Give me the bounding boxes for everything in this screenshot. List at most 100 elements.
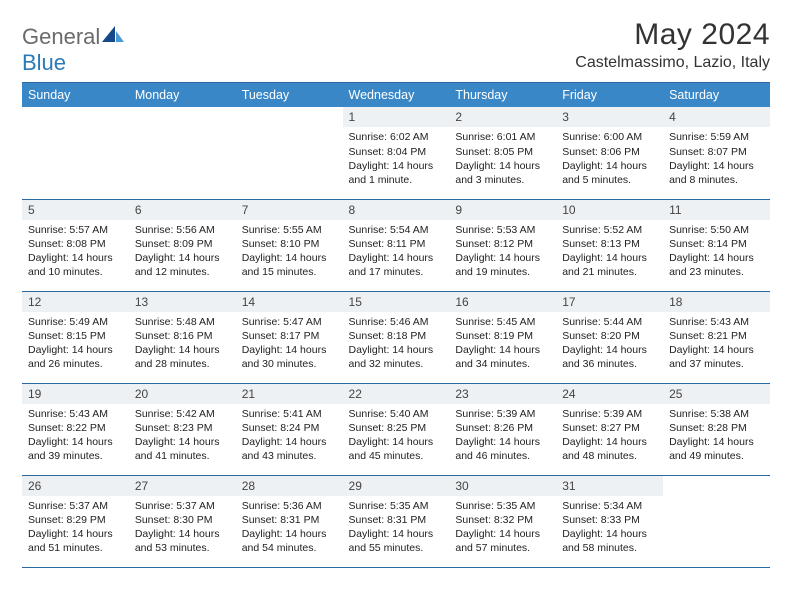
- day-detail: Sunrise: 6:02 AMSunset: 8:04 PMDaylight:…: [343, 127, 450, 189]
- day-header: Friday: [556, 83, 663, 108]
- day-detail: Sunrise: 5:37 AMSunset: 8:29 PMDaylight:…: [22, 496, 129, 558]
- day-number: [129, 107, 236, 127]
- calendar-cell: 26Sunrise: 5:37 AMSunset: 8:29 PMDayligh…: [22, 475, 129, 567]
- calendar-cell: 17Sunrise: 5:44 AMSunset: 8:20 PMDayligh…: [556, 291, 663, 383]
- calendar-cell: 27Sunrise: 5:37 AMSunset: 8:30 PMDayligh…: [129, 475, 236, 567]
- day-header: Saturday: [663, 83, 770, 108]
- calendar-cell: 8Sunrise: 5:54 AMSunset: 8:11 PMDaylight…: [343, 199, 450, 291]
- day-detail: Sunrise: 5:55 AMSunset: 8:10 PMDaylight:…: [236, 220, 343, 282]
- logo: GeneralBlue: [22, 18, 124, 76]
- calendar-cell: 3Sunrise: 6:00 AMSunset: 8:06 PMDaylight…: [556, 107, 663, 199]
- day-detail: Sunrise: 5:57 AMSunset: 8:08 PMDaylight:…: [22, 220, 129, 282]
- calendar-cell: 13Sunrise: 5:48 AMSunset: 8:16 PMDayligh…: [129, 291, 236, 383]
- day-number: 6: [129, 200, 236, 220]
- calendar-cell: 2Sunrise: 6:01 AMSunset: 8:05 PMDaylight…: [449, 107, 556, 199]
- day-number: 23: [449, 384, 556, 404]
- calendar-cell: 10Sunrise: 5:52 AMSunset: 8:13 PMDayligh…: [556, 199, 663, 291]
- day-number: 22: [343, 384, 450, 404]
- day-number: 30: [449, 476, 556, 496]
- page-header: GeneralBlue May 2024 Castelmassimo, Lazi…: [22, 18, 770, 76]
- day-detail: Sunrise: 5:43 AMSunset: 8:21 PMDaylight:…: [663, 312, 770, 374]
- day-number: 29: [343, 476, 450, 496]
- day-number: 20: [129, 384, 236, 404]
- day-detail: Sunrise: 5:48 AMSunset: 8:16 PMDaylight:…: [129, 312, 236, 374]
- day-detail: Sunrise: 5:45 AMSunset: 8:19 PMDaylight:…: [449, 312, 556, 374]
- day-detail: Sunrise: 5:54 AMSunset: 8:11 PMDaylight:…: [343, 220, 450, 282]
- day-number: 27: [129, 476, 236, 496]
- calendar-cell: 29Sunrise: 5:35 AMSunset: 8:31 PMDayligh…: [343, 475, 450, 567]
- day-number: 10: [556, 200, 663, 220]
- day-header: Monday: [129, 83, 236, 108]
- calendar-cell: 7Sunrise: 5:55 AMSunset: 8:10 PMDaylight…: [236, 199, 343, 291]
- day-number: 17: [556, 292, 663, 312]
- calendar-cell: [663, 475, 770, 567]
- day-number: 9: [449, 200, 556, 220]
- day-number: 7: [236, 200, 343, 220]
- day-number: 21: [236, 384, 343, 404]
- day-number: 8: [343, 200, 450, 220]
- calendar-cell: 14Sunrise: 5:47 AMSunset: 8:17 PMDayligh…: [236, 291, 343, 383]
- day-number: 19: [22, 384, 129, 404]
- day-detail: Sunrise: 5:35 AMSunset: 8:32 PMDaylight:…: [449, 496, 556, 558]
- logo-text-gray: General: [22, 24, 100, 49]
- day-number: [236, 107, 343, 127]
- month-title: May 2024: [575, 18, 770, 52]
- day-number: 25: [663, 384, 770, 404]
- calendar-cell: 30Sunrise: 5:35 AMSunset: 8:32 PMDayligh…: [449, 475, 556, 567]
- calendar-week-row: 19Sunrise: 5:43 AMSunset: 8:22 PMDayligh…: [22, 383, 770, 475]
- day-header: Sunday: [22, 83, 129, 108]
- calendar-cell: 5Sunrise: 5:57 AMSunset: 8:08 PMDaylight…: [22, 199, 129, 291]
- day-detail: Sunrise: 5:56 AMSunset: 8:09 PMDaylight:…: [129, 220, 236, 282]
- day-detail: Sunrise: 5:36 AMSunset: 8:31 PMDaylight:…: [236, 496, 343, 558]
- day-number: 5: [22, 200, 129, 220]
- day-detail: Sunrise: 5:47 AMSunset: 8:17 PMDaylight:…: [236, 312, 343, 374]
- day-detail: Sunrise: 5:37 AMSunset: 8:30 PMDaylight:…: [129, 496, 236, 558]
- day-header: Tuesday: [236, 83, 343, 108]
- calendar-cell: 20Sunrise: 5:42 AMSunset: 8:23 PMDayligh…: [129, 383, 236, 475]
- logo-text: GeneralBlue: [22, 24, 124, 76]
- day-detail: Sunrise: 5:38 AMSunset: 8:28 PMDaylight:…: [663, 404, 770, 466]
- calendar-cell: 25Sunrise: 5:38 AMSunset: 8:28 PMDayligh…: [663, 383, 770, 475]
- location: Castelmassimo, Lazio, Italy: [575, 54, 770, 72]
- day-number: 16: [449, 292, 556, 312]
- calendar-cell: 18Sunrise: 5:43 AMSunset: 8:21 PMDayligh…: [663, 291, 770, 383]
- day-number: 4: [663, 107, 770, 127]
- day-detail: Sunrise: 5:35 AMSunset: 8:31 PMDaylight:…: [343, 496, 450, 558]
- day-detail: Sunrise: 5:49 AMSunset: 8:15 PMDaylight:…: [22, 312, 129, 374]
- calendar-cell: 6Sunrise: 5:56 AMSunset: 8:09 PMDaylight…: [129, 199, 236, 291]
- day-number: 14: [236, 292, 343, 312]
- calendar-cell: 19Sunrise: 5:43 AMSunset: 8:22 PMDayligh…: [22, 383, 129, 475]
- day-number: 28: [236, 476, 343, 496]
- day-number: 24: [556, 384, 663, 404]
- calendar-cell: [129, 107, 236, 199]
- calendar-cell: [236, 107, 343, 199]
- day-detail: Sunrise: 5:59 AMSunset: 8:07 PMDaylight:…: [663, 127, 770, 189]
- calendar-cell: 16Sunrise: 5:45 AMSunset: 8:19 PMDayligh…: [449, 291, 556, 383]
- day-number: [663, 476, 770, 496]
- day-detail: Sunrise: 5:34 AMSunset: 8:33 PMDaylight:…: [556, 496, 663, 558]
- day-detail: Sunrise: 5:46 AMSunset: 8:18 PMDaylight:…: [343, 312, 450, 374]
- day-number: 18: [663, 292, 770, 312]
- day-number: 26: [22, 476, 129, 496]
- calendar-cell: 15Sunrise: 5:46 AMSunset: 8:18 PMDayligh…: [343, 291, 450, 383]
- calendar-cell: 21Sunrise: 5:41 AMSunset: 8:24 PMDayligh…: [236, 383, 343, 475]
- calendar-cell: 11Sunrise: 5:50 AMSunset: 8:14 PMDayligh…: [663, 199, 770, 291]
- day-number: 3: [556, 107, 663, 127]
- sail-icon: [102, 24, 124, 50]
- day-detail: Sunrise: 5:43 AMSunset: 8:22 PMDaylight:…: [22, 404, 129, 466]
- day-detail: Sunrise: 5:39 AMSunset: 8:26 PMDaylight:…: [449, 404, 556, 466]
- day-detail: Sunrise: 5:53 AMSunset: 8:12 PMDaylight:…: [449, 220, 556, 282]
- day-header: Thursday: [449, 83, 556, 108]
- day-number: 11: [663, 200, 770, 220]
- day-detail: Sunrise: 5:39 AMSunset: 8:27 PMDaylight:…: [556, 404, 663, 466]
- day-detail: Sunrise: 5:52 AMSunset: 8:13 PMDaylight:…: [556, 220, 663, 282]
- calendar-page: GeneralBlue May 2024 Castelmassimo, Lazi…: [0, 0, 792, 612]
- day-number: 1: [343, 107, 450, 127]
- day-number: 13: [129, 292, 236, 312]
- day-detail: Sunrise: 5:40 AMSunset: 8:25 PMDaylight:…: [343, 404, 450, 466]
- calendar-body: 1Sunrise: 6:02 AMSunset: 8:04 PMDaylight…: [22, 107, 770, 567]
- day-header: Wednesday: [343, 83, 450, 108]
- day-number: 15: [343, 292, 450, 312]
- calendar-week-row: 5Sunrise: 5:57 AMSunset: 8:08 PMDaylight…: [22, 199, 770, 291]
- calendar-cell: 23Sunrise: 5:39 AMSunset: 8:26 PMDayligh…: [449, 383, 556, 475]
